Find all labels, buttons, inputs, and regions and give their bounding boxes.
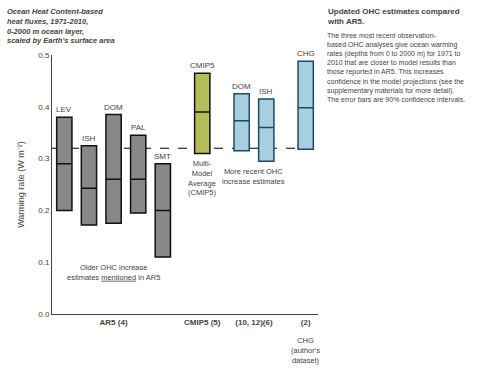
svg-text:PAL: PAL [131,123,146,132]
svg-text:0.1: 0.1 [38,258,50,267]
svg-text:Updated OHC estimates compared: Updated OHC estimates comparedwith AR5. [327,7,460,26]
svg-text:0.3: 0.3 [38,154,50,163]
svg-text:SMT: SMT [154,152,171,161]
svg-text:ISH: ISH [82,134,96,143]
svg-text:CMIP5: CMIP5 [190,61,215,70]
svg-text:0.4: 0.4 [38,103,50,112]
svg-text:(10, 12)(6): (10, 12)(6) [235,318,273,327]
svg-text:More recent OHCincrease estima: More recent OHCincrease estimates [222,167,285,186]
svg-text:Older OHC increaseestimates me: Older OHC increaseestimates mentioned in… [67,263,160,282]
svg-text:CHG(author'sdataset): CHG(author'sdataset) [291,336,320,365]
svg-text:ISH: ISH [259,87,273,96]
svg-text:AR5 (4): AR5 (4) [100,318,128,327]
svg-text:LEV: LEV [56,105,72,114]
svg-text:CHG: CHG [297,49,315,58]
svg-text:(2): (2) [301,318,311,327]
svg-text:DOM: DOM [232,82,251,91]
svg-text:0.5: 0.5 [38,51,50,60]
svg-text:0.2: 0.2 [38,206,50,215]
svg-text:DOM: DOM [104,103,123,112]
svg-text:Multi-ModelAverage(CMIP5): Multi-ModelAverage(CMIP5) [188,159,216,197]
svg-text:CMIP5 (5): CMIP5 (5) [184,318,221,327]
svg-text:Warming rate (W m⁻²): Warming rate (W m⁻²) [16,141,26,228]
svg-text:Ocean Heat Content-basedheat f: Ocean Heat Content-basedheat fluxes, 197… [7,7,115,45]
svg-text:The three most recent observat: The three most recent observation-based … [327,32,465,103]
svg-text:0.0: 0.0 [38,310,50,319]
